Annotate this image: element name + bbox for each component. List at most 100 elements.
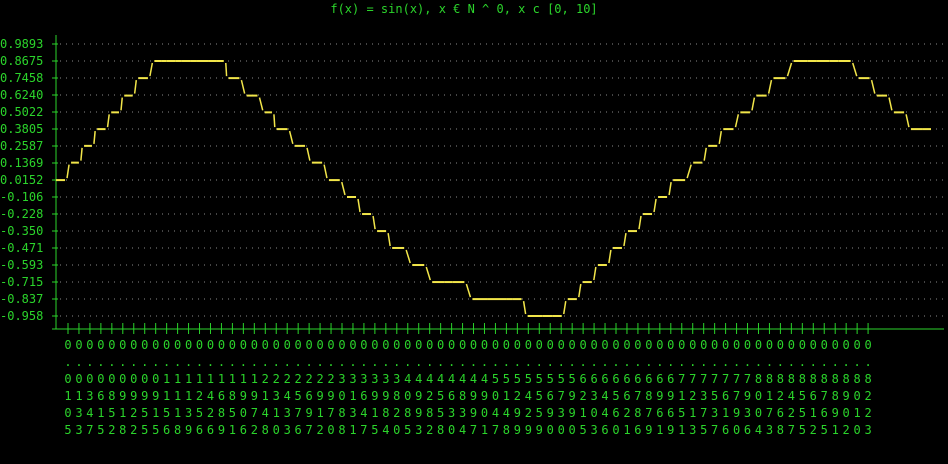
series-connector (93, 131, 96, 144)
series-connector (888, 97, 893, 111)
series-connector (653, 198, 657, 213)
y-tick-label: 0.3805 (0, 122, 43, 136)
x-axis: 0. 0 1 0 5 0. 0 1 3 3 0. 0 3 4 7 0. 0 6 1 5 0. 0 8 5 2 0. 0 9 1 8 0. 0 9… (52, 323, 944, 437)
y-tick-label: 0.9893 (0, 37, 43, 51)
series-connector (425, 266, 432, 281)
y-axis: 0.9893 0.8675 0.7458 0.6240 0.5022 0.3805 0.25… (0, 35, 58, 329)
series-connector (357, 198, 361, 213)
series-connector (593, 266, 597, 281)
series-connector (905, 114, 910, 128)
series-connector (870, 79, 876, 94)
series-connector (80, 147, 83, 161)
series-connector (668, 181, 672, 196)
y-tick-label: -0.106 (0, 190, 43, 204)
series-connector (288, 130, 294, 145)
series-connector (306, 147, 311, 161)
y-tick-label: 0.8675 (0, 54, 43, 68)
series-connector (786, 62, 793, 77)
series-connector (734, 114, 740, 128)
y-tick-label: -0.958 (0, 309, 43, 323)
series-connector (133, 80, 138, 94)
y-tick-label: 0.2587 (0, 139, 43, 153)
series-connector (578, 283, 582, 298)
y-tick-label: 0.6240 (0, 88, 43, 102)
series-connector (686, 164, 692, 179)
series-connector (341, 181, 346, 196)
series-connector (106, 114, 110, 128)
series-connector (703, 147, 707, 161)
series-connector (372, 215, 376, 230)
y-tick-label: 0.0152 (0, 173, 43, 187)
series-connector (120, 97, 123, 111)
series-connector (225, 62, 228, 77)
y-tick-label: -0.593 (0, 258, 43, 272)
series-connector (240, 79, 246, 94)
y-tick-label: -0.837 (0, 292, 43, 306)
series-connector (638, 215, 642, 230)
series-connector (323, 164, 328, 179)
y-tick-label: 0.1369 (0, 156, 43, 170)
series-connector (405, 249, 411, 264)
series-connector (522, 300, 527, 315)
series-connector (608, 249, 612, 264)
series-connector (751, 97, 756, 111)
series-connector (718, 130, 723, 144)
